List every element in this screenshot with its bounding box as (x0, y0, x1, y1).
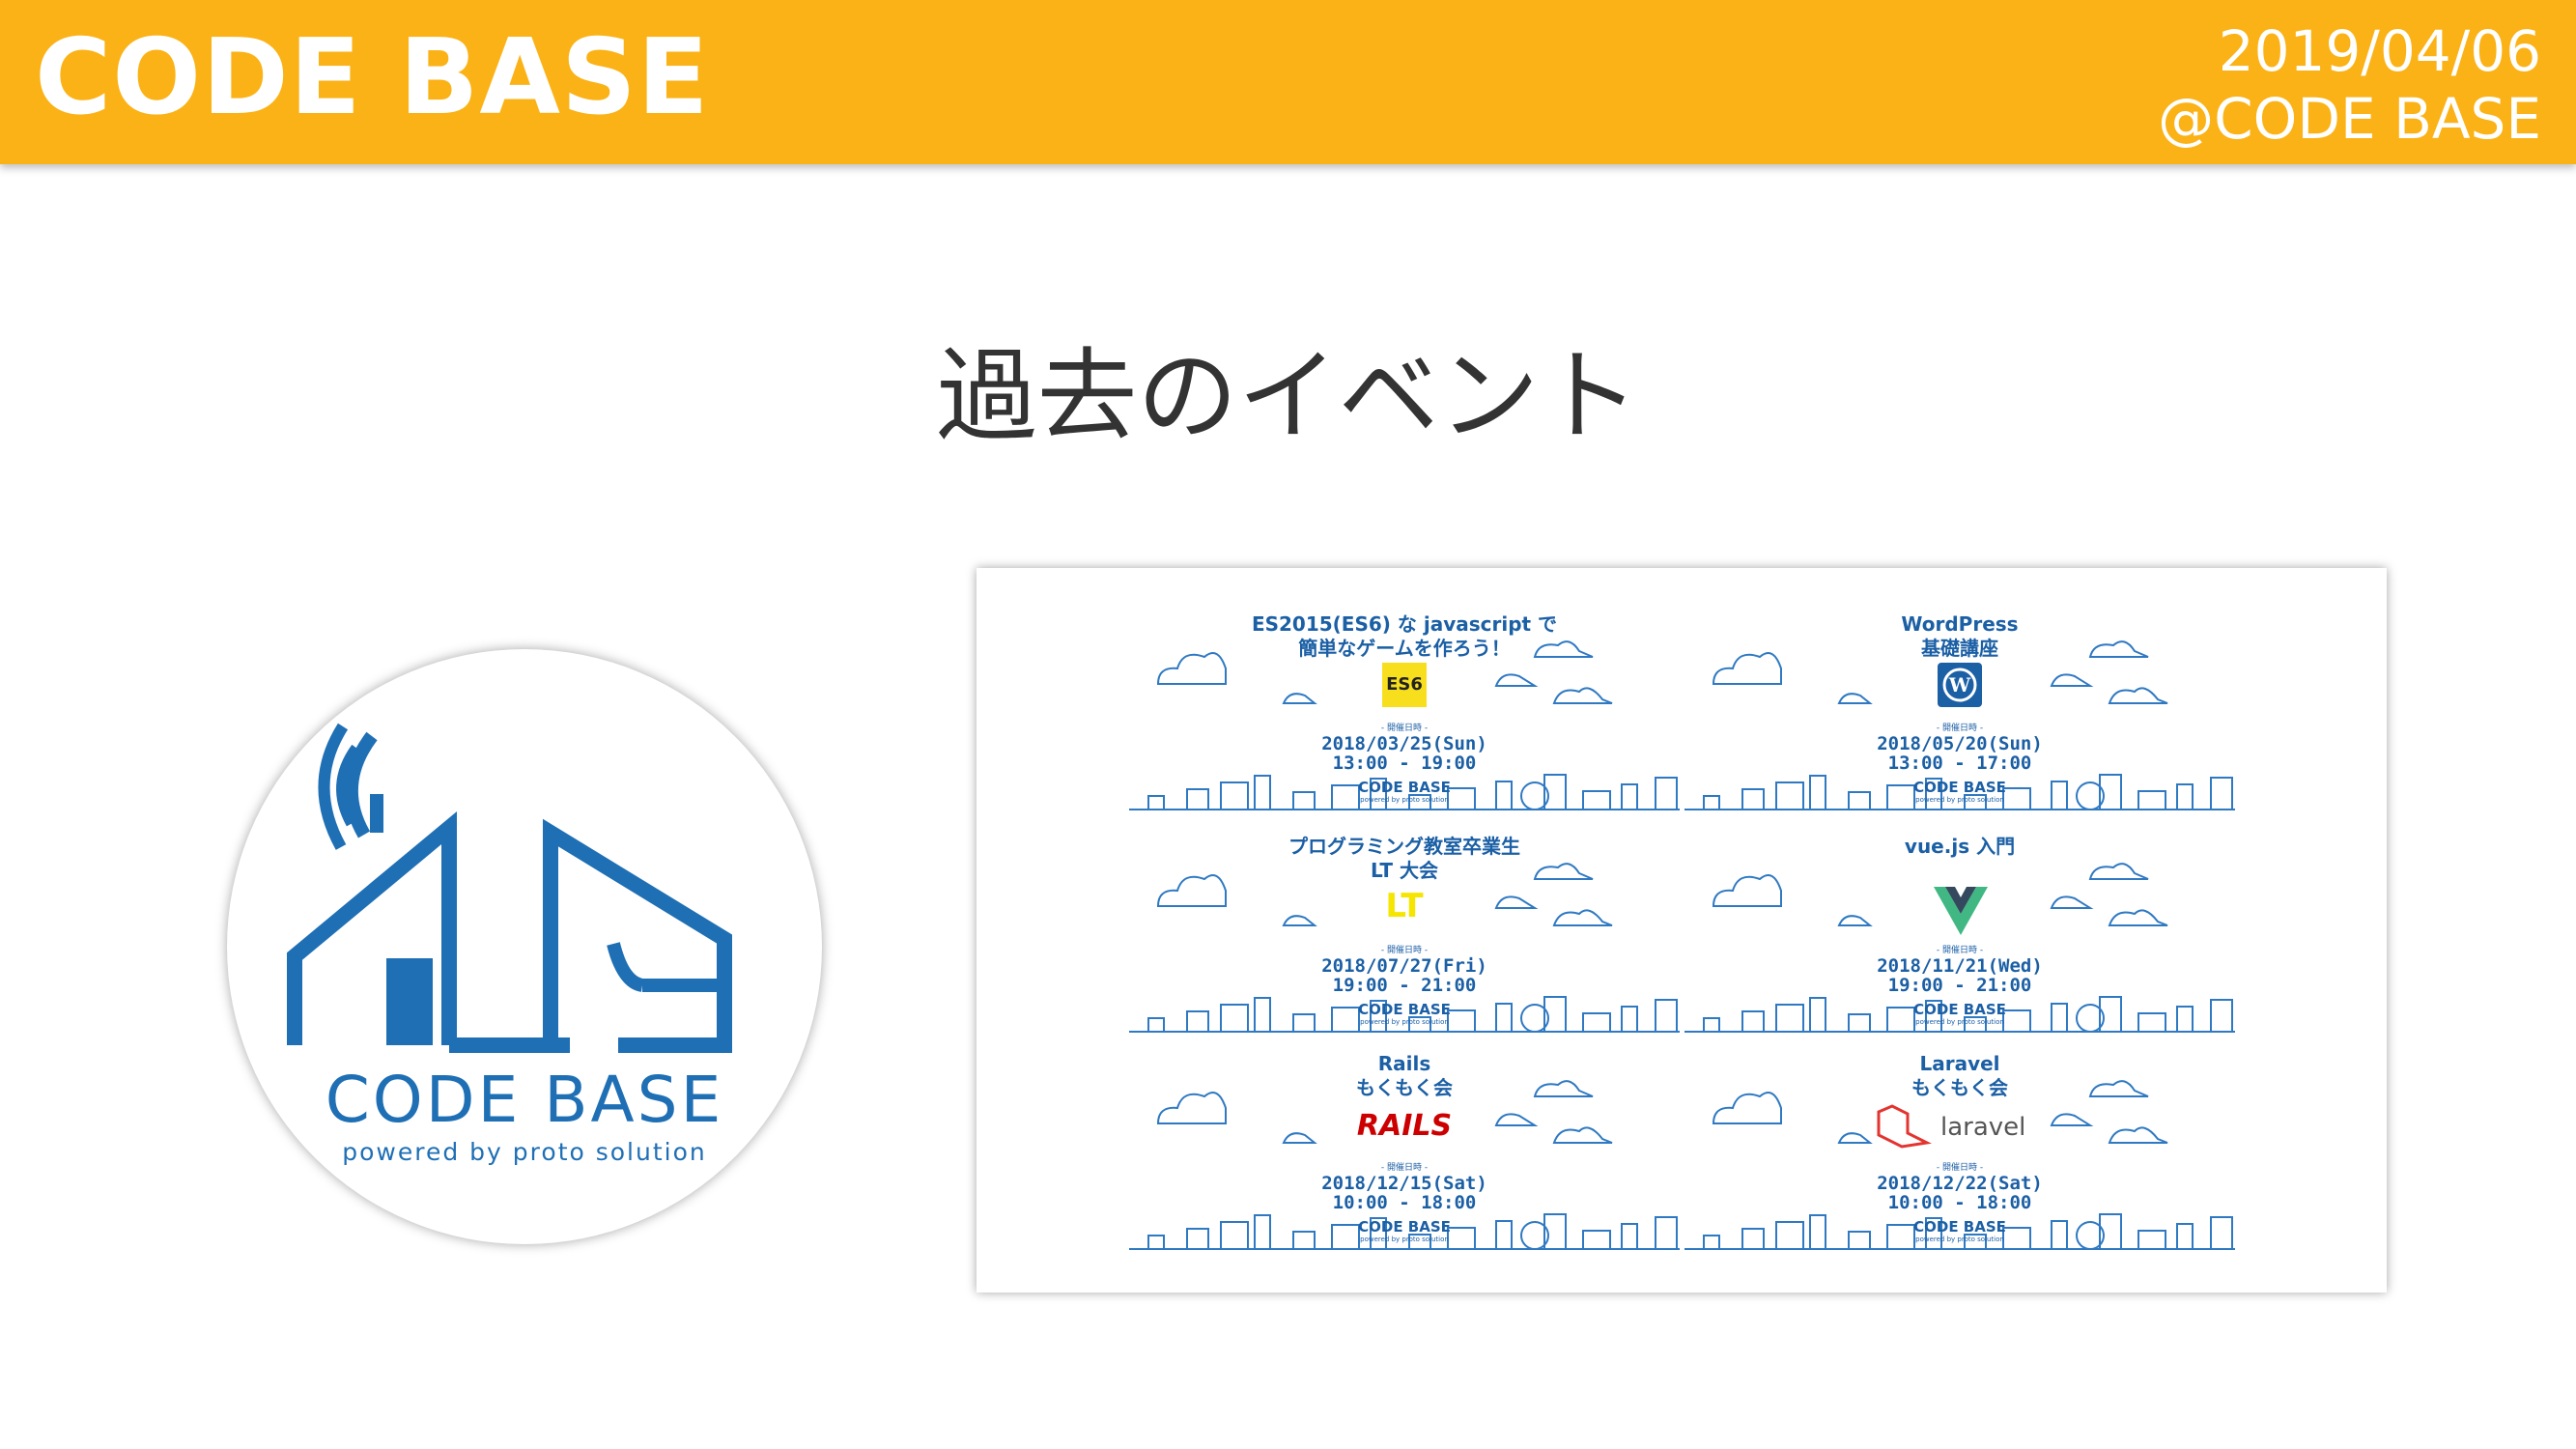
event-title: Rails もくもく会 (1129, 1052, 1680, 1100)
event-card: Laravel もくもく会 laravel - 開催日時 -2018/12/22(Sa… (1684, 1046, 2235, 1264)
event-date: 2018/12/22(Sat) (1877, 1173, 2043, 1194)
event-brand: CODE BASE (1358, 1218, 1451, 1236)
event-card: Rails もくもく会 RAILS - 開催日時 -2018/12/15(Sat) 10… (1129, 1046, 1680, 1264)
event-brand-sub: powered by proto solution (1915, 796, 2004, 804)
event-title: Laravel もくもく会 (1684, 1052, 2235, 1100)
event-title: プログラミング教室卒業生 LT 大会 (1129, 835, 1680, 883)
rails-logo-icon: RAILS (1356, 1109, 1453, 1143)
lt-logo-icon: LT (1385, 887, 1424, 925)
event-date: 2018/05/20(Sun) (1877, 733, 2043, 754)
header-meta: 2019/04/06 @CODE BASE (2158, 17, 2541, 153)
logo-name: CODE BASE (325, 1063, 724, 1137)
event-title: vue.js 入門 (1684, 835, 2235, 859)
event-venue: @CODE BASE (2158, 86, 2541, 152)
event-brand-sub: powered by proto solution (1915, 1018, 2004, 1026)
cloud-skyline-illustration (1684, 863, 2235, 1033)
events-grid: ES2015(ES6) な javascript で簡単なゲームを作ろう！ ES6… (1129, 607, 2240, 1264)
event-brand-sub: powered by proto solution (1360, 1018, 1449, 1026)
cloud-skyline-illustration (1684, 640, 2235, 810)
event-datetime: 2018/12/22(Sat) 10:00 - 18:00 (1684, 1174, 2235, 1212)
event-time: 19:00 - 21:00 (1332, 975, 1477, 996)
event-time: 13:00 - 17:00 (1887, 753, 2032, 774)
event-title-line: 簡単なゲームを作ろう！ (1298, 637, 1511, 660)
event-date: 2018/07/27(Fri) (1321, 955, 1487, 977)
events-flyer: ES2015(ES6) な javascript で簡単なゲームを作ろう！ ES6… (977, 568, 2387, 1293)
event-card: ES2015(ES6) な javascript で簡単なゲームを作ろう！ ES6… (1129, 607, 1680, 825)
event-date: 2018/03/25(Sun) (1321, 733, 1487, 754)
event-brand: CODE BASE (1913, 1218, 2006, 1236)
event-brand-sub: powered by proto solution (1360, 796, 1449, 804)
wordpress-w-glyph: W (1948, 673, 1971, 696)
event-title-line: 基礎講座 (1921, 637, 1998, 660)
event-datetime: 2018/07/27(Fri) 19:00 - 21:00 (1129, 956, 1680, 995)
event-title-line: Rails (1377, 1052, 1431, 1075)
event-datetime: 2018/03/25(Sun) 13:00 - 19:00 (1129, 734, 1680, 773)
event-title-line: Laravel (1919, 1052, 2000, 1075)
codebase-logo: CODE BASE powered by proto solution (227, 649, 822, 1244)
es6-logo-icon: ES6 (1382, 663, 1427, 707)
event-title-line: プログラミング教室卒業生 (1288, 835, 1520, 858)
cloud-skyline-illustration (1129, 863, 1680, 1033)
event-date-label: - 開催日時 - (1380, 946, 1429, 955)
event-title-line: もくもく会 (1356, 1076, 1453, 1099)
wordpress-logo-icon: W (1938, 663, 1982, 707)
brand-title: CODE BASE (35, 17, 710, 138)
event-date-label: - 開催日時 - (1380, 724, 1429, 733)
event-title-line: vue.js 入門 (1904, 835, 2016, 858)
event-brand-sub: powered by proto solution (1360, 1236, 1449, 1243)
event-title: ES2015(ES6) な javascript で簡単なゲームを作ろう！ (1129, 612, 1680, 661)
laravel-logo-icon: laravel (1873, 1102, 2047, 1151)
cloud-skyline-illustration (1684, 1080, 2235, 1250)
event-brand: CODE BASE (1913, 779, 2006, 796)
event-card: vue.js 入門 - 開催日時 -2018/11/21(Wed) 19:00 - … (1684, 829, 2235, 1047)
slide-title: 過去のイベント (936, 337, 1640, 455)
laravel-wordmark: laravel (1940, 1113, 2025, 1142)
vue-logo-icon (1934, 887, 1988, 939)
header-bar: CODE BASE 2019/04/06 @CODE BASE (0, 0, 2576, 164)
event-date: 2019/04/06 (2218, 18, 2541, 84)
event-title-line: もくもく会 (1911, 1076, 2008, 1099)
event-time: 13:00 - 19:00 (1332, 753, 1477, 774)
event-title-line: ES2015(ES6) な javascript で (1251, 612, 1558, 636)
event-time: 10:00 - 18:00 (1887, 1192, 2032, 1213)
event-date-label: - 開催日時 - (1936, 724, 1984, 733)
event-title-line: LT 大会 (1370, 859, 1439, 882)
event-date: 2018/12/15(Sat) (1321, 1173, 1487, 1194)
event-date-label: - 開催日時 - (1936, 946, 1984, 955)
event-date-label: - 開催日時 - (1380, 1163, 1429, 1173)
event-time: 19:00 - 21:00 (1887, 975, 2032, 996)
cloud-skyline-illustration (1129, 1080, 1680, 1250)
event-date: 2018/11/21(Wed) (1877, 955, 2043, 977)
event-datetime: 2018/05/20(Sun) 13:00 - 17:00 (1684, 734, 2235, 773)
logo-tagline: powered by proto solution (342, 1138, 707, 1166)
event-title-line: WordPress (1901, 612, 2019, 636)
event-brand-sub: powered by proto solution (1915, 1236, 2004, 1243)
event-date-label: - 開催日時 - (1936, 1163, 1984, 1173)
house-wifi-icon (287, 723, 732, 1053)
event-brand: CODE BASE (1913, 1001, 2006, 1018)
event-card: プログラミング教室卒業生 LT 大会 LT - 開催日時 -2018/07/27(Fr… (1129, 829, 1680, 1047)
event-datetime: 2018/11/21(Wed) 19:00 - 21:00 (1684, 956, 2235, 995)
event-title: WordPress 基礎講座 (1684, 612, 2235, 661)
event-brand: CODE BASE (1358, 779, 1451, 796)
event-datetime: 2018/12/15(Sat) 10:00 - 18:00 (1129, 1174, 1680, 1212)
event-card: WordPress 基礎講座 W - 開催日時 -2018/05/20(Sun) 13:… (1684, 607, 2235, 825)
event-brand: CODE BASE (1358, 1001, 1451, 1018)
cloud-skyline-illustration (1129, 640, 1680, 810)
event-time: 10:00 - 18:00 (1332, 1192, 1477, 1213)
